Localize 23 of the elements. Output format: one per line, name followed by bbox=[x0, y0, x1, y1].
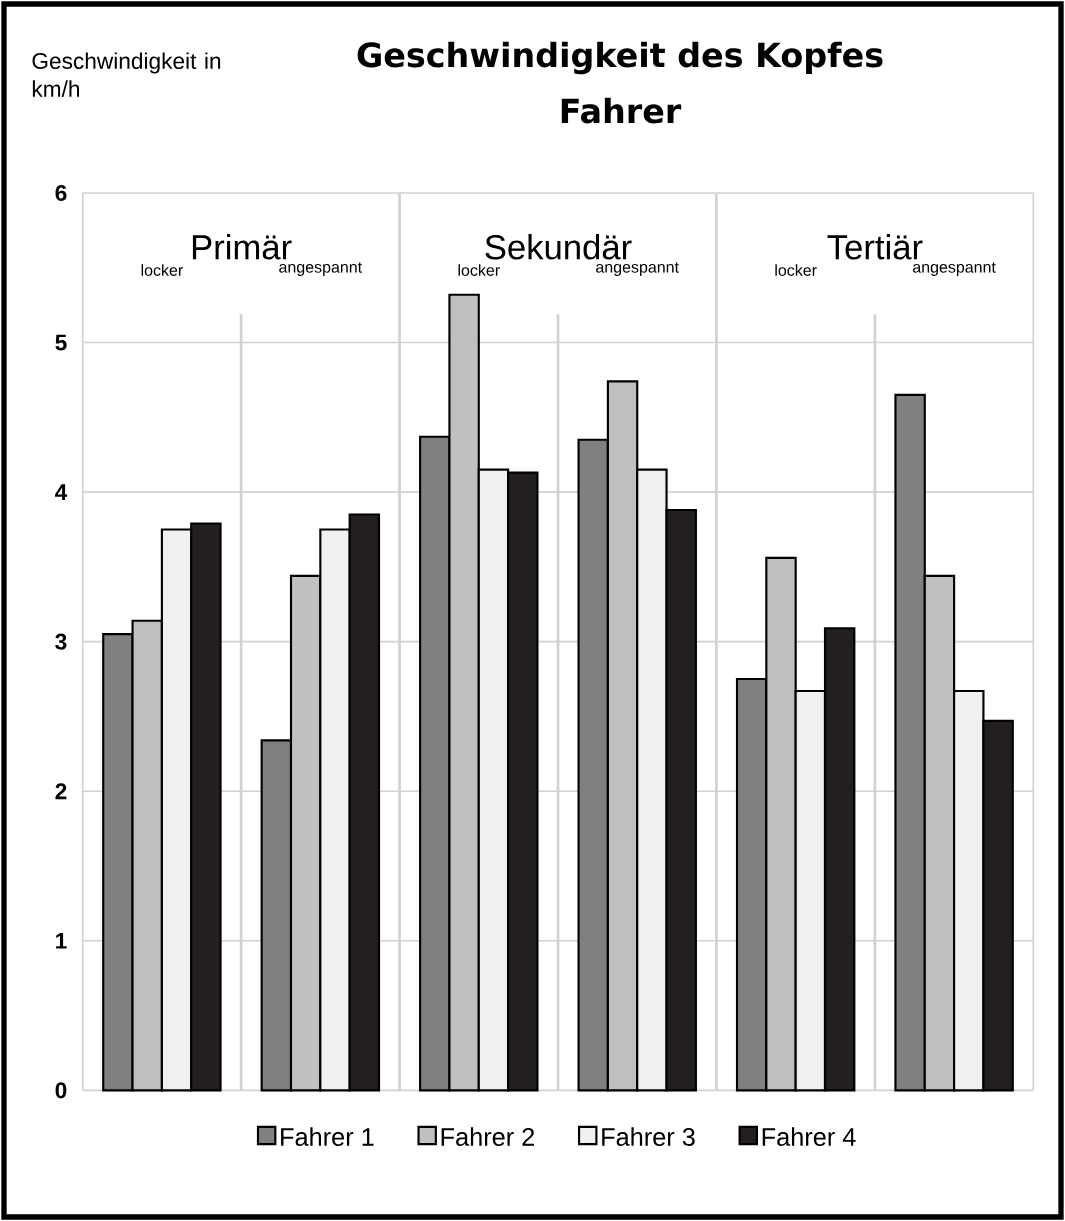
annotation: Sekundär bbox=[485, 234, 632, 260]
chart-subtitle: Fahrer bbox=[561, 97, 682, 124]
legend-label: Fahrer 4 bbox=[762, 1127, 856, 1146]
y-tick-label: 3 bbox=[55, 633, 67, 650]
y-tick-label: 2 bbox=[55, 783, 67, 800]
x-tick-label: angespannt bbox=[596, 262, 679, 276]
x-tick-label: angespannt bbox=[279, 262, 363, 276]
annotation: Primär bbox=[192, 234, 292, 260]
y-tick-label: 6 bbox=[55, 184, 67, 202]
chart-title: Geschwindigkeit des Kopfes bbox=[357, 41, 883, 75]
y-axis-title: Geschwindigkeit in km/h bbox=[32, 52, 221, 98]
x-tick-label: locker bbox=[141, 264, 183, 276]
annotation: Tertiär bbox=[827, 234, 923, 260]
legend-label: Fahrer 1 bbox=[281, 1127, 374, 1146]
legend-label: Fahrer 2 bbox=[441, 1127, 535, 1146]
x-tick-label: locker bbox=[775, 264, 817, 276]
x-tick-label: angespannt bbox=[912, 262, 996, 276]
legend-label: Fahrer 3 bbox=[602, 1127, 695, 1146]
y-tick-label: 4 bbox=[55, 484, 68, 500]
y-tick-label: 0 bbox=[55, 1082, 67, 1099]
y-tick-label: 5 bbox=[55, 334, 67, 351]
y-tick-label: 1 bbox=[56, 932, 67, 949]
x-tick-label: locker bbox=[458, 264, 500, 276]
